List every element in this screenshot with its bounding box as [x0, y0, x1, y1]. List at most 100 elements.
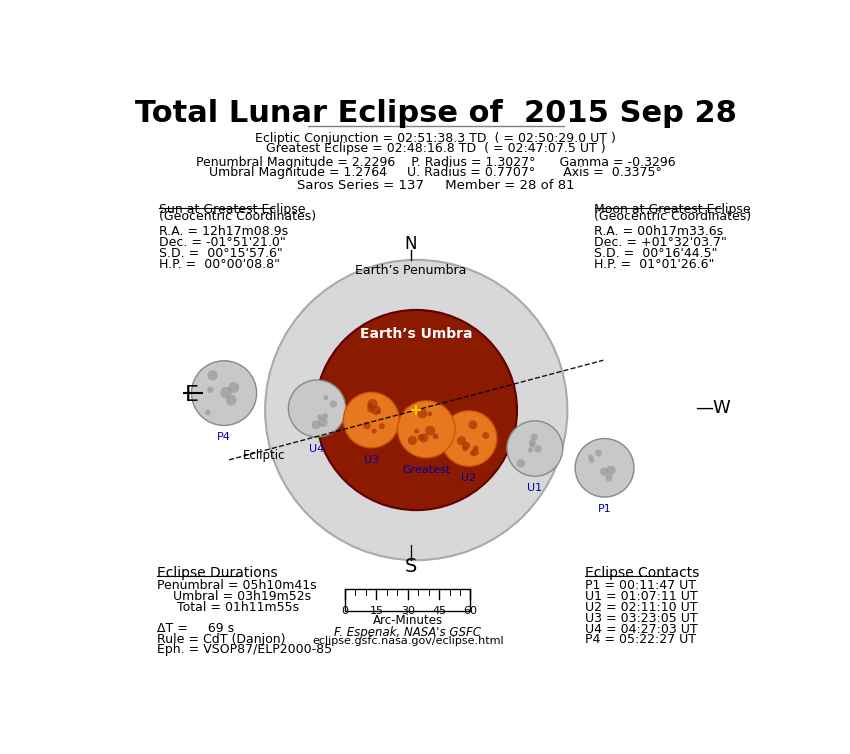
- Circle shape: [575, 439, 634, 497]
- Text: P4 = 05:22:27 UT: P4 = 05:22:27 UT: [585, 633, 696, 646]
- Circle shape: [414, 429, 419, 434]
- Circle shape: [530, 434, 538, 441]
- Circle shape: [417, 409, 428, 418]
- Circle shape: [317, 414, 322, 420]
- Text: Eclipse Contacts: Eclipse Contacts: [585, 566, 700, 581]
- Text: Ecliptic Conjunction = 02:51:38.3 TD  ( = 02:50:29.0 UT ): Ecliptic Conjunction = 02:51:38.3 TD ( =…: [255, 132, 616, 145]
- Text: 45: 45: [432, 606, 446, 616]
- Text: Umbral = 03h19m52s: Umbral = 03h19m52s: [156, 590, 311, 603]
- Text: 60: 60: [463, 606, 478, 616]
- Circle shape: [367, 403, 373, 409]
- Circle shape: [482, 432, 490, 439]
- Circle shape: [588, 455, 593, 459]
- Circle shape: [322, 413, 328, 419]
- Circle shape: [368, 399, 377, 409]
- Text: P4: P4: [217, 432, 231, 443]
- Text: S.D. =  00°15'57.6": S.D. = 00°15'57.6": [159, 247, 283, 260]
- Circle shape: [408, 436, 417, 445]
- Circle shape: [473, 446, 479, 451]
- Circle shape: [226, 395, 236, 406]
- Text: U2: U2: [462, 474, 477, 483]
- Text: U4 = 04:27:03 UT: U4 = 04:27:03 UT: [585, 623, 698, 636]
- Text: Arc-Minutes: Arc-Minutes: [372, 614, 443, 627]
- Text: Eclipse Durations: Eclipse Durations: [156, 566, 277, 581]
- Circle shape: [371, 428, 377, 434]
- Circle shape: [363, 421, 371, 429]
- Circle shape: [419, 434, 428, 443]
- Circle shape: [398, 401, 455, 458]
- Text: N: N: [405, 235, 417, 253]
- Text: |: |: [408, 545, 413, 561]
- Text: H.P. =  01°01'26.6": H.P. = 01°01'26.6": [594, 258, 715, 271]
- Text: Rule = CdT (Danjon): Rule = CdT (Danjon): [156, 633, 285, 645]
- Circle shape: [441, 411, 497, 466]
- Circle shape: [207, 370, 218, 380]
- Circle shape: [207, 387, 213, 393]
- Circle shape: [367, 406, 375, 412]
- Circle shape: [377, 409, 381, 414]
- Circle shape: [417, 434, 424, 441]
- Circle shape: [343, 392, 400, 448]
- Circle shape: [315, 310, 517, 510]
- Text: S.D. =  00°16'44.5": S.D. = 00°16'44.5": [594, 247, 718, 260]
- Text: R.A. = 12h17m08.9s: R.A. = 12h17m08.9s: [159, 225, 288, 238]
- Circle shape: [433, 434, 439, 440]
- Text: Earth’s Penumbra: Earth’s Penumbra: [355, 265, 467, 277]
- Text: —W: —W: [695, 399, 731, 417]
- Text: U4: U4: [309, 444, 325, 454]
- Text: U1: U1: [527, 483, 542, 493]
- Text: Total Lunar Eclipse of  2015 Sep 28: Total Lunar Eclipse of 2015 Sep 28: [134, 99, 737, 128]
- Circle shape: [220, 387, 232, 399]
- Circle shape: [457, 436, 466, 445]
- Circle shape: [507, 421, 563, 477]
- Text: Dec. = -01°51'21.0": Dec. = -01°51'21.0": [159, 236, 286, 249]
- Circle shape: [595, 449, 602, 456]
- Text: Umbral Magnitude = 1.2764     U. Radius = 0.7707°       Axis =  0.3375°: Umbral Magnitude = 1.2764 U. Radius = 0.…: [209, 166, 662, 179]
- Circle shape: [462, 446, 468, 451]
- Circle shape: [528, 447, 533, 452]
- Text: Greatest Eclipse = 02:48:16.8 TD  ( = 02:47:07.5 UT ): Greatest Eclipse = 02:48:16.8 TD ( = 02:…: [266, 142, 605, 155]
- Circle shape: [312, 420, 320, 429]
- Text: P1 = 00:11:47 UT: P1 = 00:11:47 UT: [585, 579, 696, 593]
- Text: eclipse.gsfc.nasa.gov/eclipse.html: eclipse.gsfc.nasa.gov/eclipse.html: [312, 636, 503, 646]
- Circle shape: [589, 458, 594, 463]
- Text: Penumbral Magnitude = 2.2296    P. Radius = 1.3027°      Gamma = -0.3296: Penumbral Magnitude = 2.2296 P. Radius =…: [196, 155, 676, 169]
- Circle shape: [330, 400, 337, 408]
- Text: F. Espenak, NASA's GSFC: F. Espenak, NASA's GSFC: [334, 626, 481, 639]
- Text: 0: 0: [342, 606, 348, 616]
- Circle shape: [517, 459, 525, 467]
- Text: S: S: [405, 557, 417, 576]
- Text: 15: 15: [370, 606, 383, 616]
- Text: Earth’s Umbra: Earth’s Umbra: [360, 327, 473, 341]
- Circle shape: [425, 426, 435, 436]
- Circle shape: [265, 260, 567, 560]
- Circle shape: [428, 412, 433, 416]
- Circle shape: [462, 442, 470, 449]
- Circle shape: [468, 420, 478, 429]
- Circle shape: [228, 382, 239, 393]
- Circle shape: [318, 418, 328, 427]
- Circle shape: [379, 423, 385, 429]
- Text: P1: P1: [598, 504, 611, 514]
- Text: (Geocentric Coordinates): (Geocentric Coordinates): [594, 210, 751, 223]
- Text: Penumbral = 05h10m41s: Penumbral = 05h10m41s: [156, 579, 316, 593]
- Circle shape: [371, 405, 381, 415]
- Text: R.A. = 00h17m33.6s: R.A. = 00h17m33.6s: [594, 225, 723, 238]
- Text: U1 = 01:07:11 UT: U1 = 01:07:11 UT: [585, 590, 698, 603]
- Circle shape: [288, 380, 346, 437]
- Circle shape: [323, 395, 328, 400]
- Text: U3: U3: [364, 455, 379, 464]
- Bar: [345, 590, 471, 611]
- Text: 30: 30: [400, 606, 415, 616]
- Text: Sun at Greatest Eclipse: Sun at Greatest Eclipse: [159, 203, 305, 216]
- Circle shape: [534, 445, 541, 452]
- Circle shape: [471, 449, 479, 456]
- Circle shape: [191, 360, 257, 425]
- Text: Total = 01h11m55s: Total = 01h11m55s: [156, 601, 298, 614]
- Text: H.P. =  00°00'08.8": H.P. = 00°00'08.8": [159, 258, 280, 271]
- Circle shape: [530, 443, 535, 448]
- Text: E: E: [184, 385, 199, 405]
- Circle shape: [606, 465, 615, 475]
- Text: Greatest: Greatest: [402, 464, 450, 475]
- Text: U2 = 02:11:10 UT: U2 = 02:11:10 UT: [585, 601, 698, 614]
